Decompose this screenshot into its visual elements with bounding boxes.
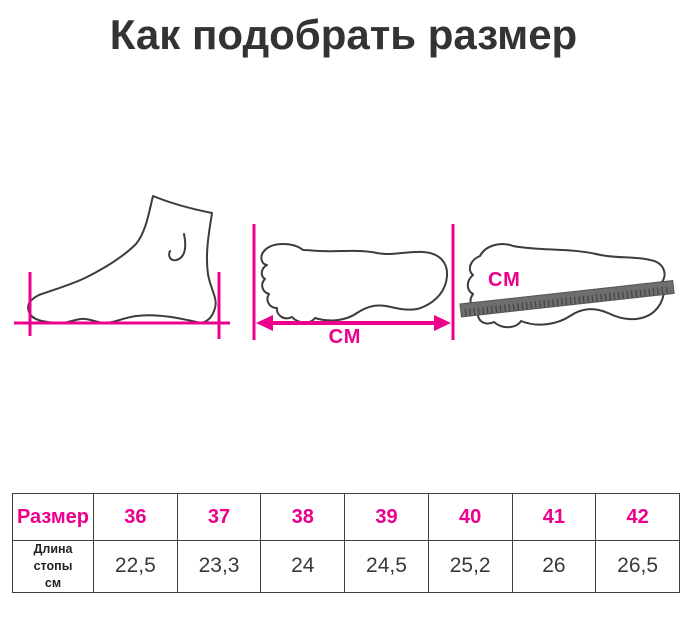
footprint-outline: [260, 243, 449, 324]
size-cell: 38: [260, 493, 346, 541]
length-row-label-line2: см: [44, 575, 62, 590]
length-row-label-line1: Длина стопы: [33, 542, 73, 573]
length-cell: 22,5: [93, 540, 178, 593]
length-cell: 26: [511, 540, 597, 593]
size-cell: 41: [511, 493, 597, 541]
size-cell: 39: [344, 493, 429, 541]
ankle-mark: [168, 233, 187, 262]
size-row-label: Размер: [12, 493, 94, 541]
length-cell: 23,3: [176, 540, 262, 593]
cm-label: СМ: [488, 269, 521, 291]
length-cell: 24,5: [344, 540, 429, 593]
length-row: Длина стопы см 22,5 23,3 24 24,5 25,2 26…: [12, 540, 680, 593]
length-cell: 24: [260, 540, 346, 593]
size-cell: 40: [427, 493, 513, 541]
footprint-illustration: [243, 218, 467, 358]
footprint-icon: [252, 224, 455, 340]
measure-arrow-head-right: [434, 315, 451, 331]
measure-arrow-head-left: [256, 315, 273, 331]
size-cell: 37: [176, 493, 262, 541]
foot-ruler-icon: [459, 243, 675, 329]
size-cell: 42: [595, 493, 680, 541]
foot-side-illustration: [8, 172, 240, 350]
ruler-ticks: [464, 286, 672, 316]
foot-side-view-icon: [14, 195, 230, 339]
foot-ruler-illustration: [458, 232, 684, 344]
size-cell: 36: [93, 493, 178, 541]
length-cell: 25,2: [427, 540, 513, 593]
page-title: Как подобрать размер: [109, 11, 578, 58]
length-row-label: Длина стопы см: [12, 540, 94, 593]
length-cell: 26,5: [595, 540, 680, 593]
size-row: Размер 36 37 38 39 40 41 42: [12, 493, 680, 541]
foot-sole-outline: [466, 243, 666, 329]
cm-label: СМ: [328, 326, 362, 348]
size-table: Размер 36 37 38 39 40 41 42 Длина стопы …: [12, 493, 680, 593]
foot-side-outline: [27, 195, 217, 325]
ruler: [459, 279, 675, 318]
